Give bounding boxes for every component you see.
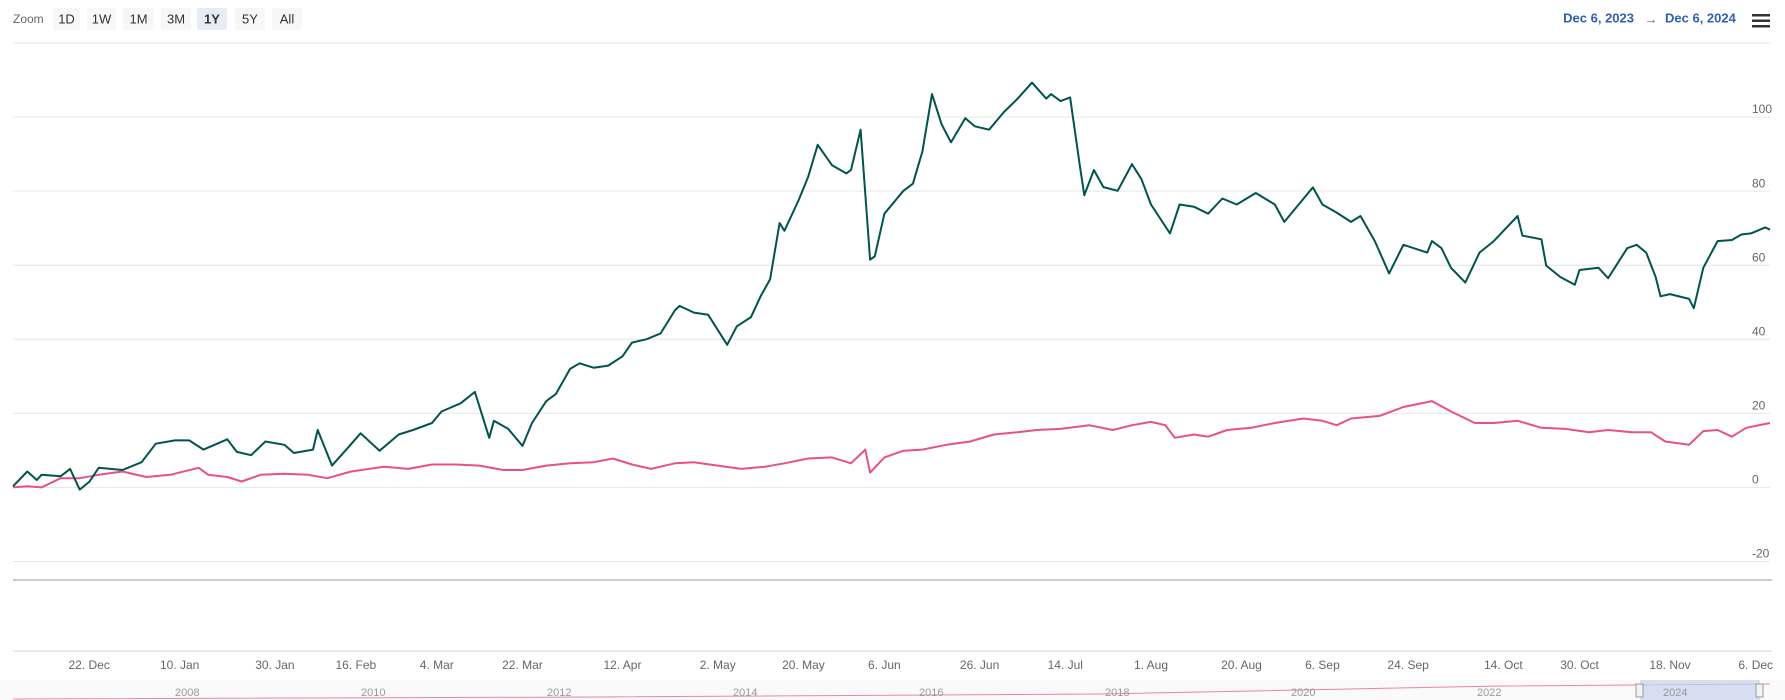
x-tick-label: 10. Jan: [160, 658, 199, 672]
zoom-button-label: 5Y: [242, 11, 258, 26]
y-tick-label: 20: [1752, 399, 1766, 413]
x-tick-label: 30. Jan: [255, 658, 294, 672]
navigator-label: 2016: [919, 687, 943, 699]
x-tick-label: 26. Jun: [960, 658, 999, 672]
x-tick-label: 16. Feb: [335, 658, 376, 672]
zoom-button[interactable]: All: [272, 8, 302, 30]
navigator-label: 2024: [1663, 687, 1687, 699]
zoom-button[interactable]: 3M: [161, 8, 191, 30]
navigator-label: 2022: [1477, 687, 1501, 699]
range-separator: →: [1645, 11, 1658, 26]
x-tick-label: 12. Apr: [603, 658, 641, 672]
navigator-handle[interactable]: [1635, 683, 1644, 698]
y-tick-label: 80: [1752, 176, 1766, 190]
zoom-button-label: 1W: [92, 11, 112, 26]
x-tick-label: 18. Nov: [1649, 658, 1690, 672]
zoom-button[interactable]: 1Y: [197, 8, 227, 30]
zoom-button[interactable]: 5Y: [235, 8, 265, 30]
y-tick-label: -20: [1752, 547, 1770, 561]
zoom-button-bg: [235, 8, 265, 30]
y-tick-label: 100: [1752, 102, 1772, 116]
x-tick-label: 30. Oct: [1560, 658, 1599, 672]
zoom-button-label: 1M: [129, 11, 147, 26]
x-tick-label: 4. Mar: [420, 658, 454, 672]
navigator-label: 2018: [1105, 687, 1129, 699]
menu-icon[interactable]: [1752, 14, 1770, 28]
zoom-button-bg: [161, 8, 191, 30]
x-tick-label: 14. Oct: [1484, 658, 1523, 672]
navigator-mask[interactable]: [1640, 680, 1760, 700]
zoom-button-label: 1D: [58, 11, 75, 26]
x-tick-label: 6. Dec: [1738, 658, 1773, 672]
zoom-button-bg: [272, 8, 302, 30]
navigator-label: 2012: [547, 687, 571, 699]
navigator-label: 2010: [361, 687, 385, 699]
range-from: Dec 6, 2023: [1563, 10, 1634, 25]
zoom-button-label: 1Y: [204, 11, 220, 26]
y-tick-label: 40: [1752, 324, 1766, 338]
y-tick-label: 0: [1752, 473, 1759, 487]
zoom-button-bg: [53, 8, 80, 30]
zoom-button-bg: [123, 8, 154, 30]
zoom-button[interactable]: 1D: [53, 8, 80, 30]
x-tick-label: 20. May: [782, 658, 825, 672]
zoom-button-label: 3M: [167, 11, 185, 26]
x-tick-label: 2. May: [700, 658, 736, 672]
navigator-label: 2014: [733, 687, 757, 699]
navigator: [0, 680, 1785, 700]
zoom-button-bg: [87, 8, 116, 30]
navigator-label: 2008: [175, 687, 199, 699]
x-tick-label: 20. Aug: [1221, 658, 1262, 672]
zoom-label: Zoom: [13, 12, 44, 26]
x-tick-label: 24. Sep: [1387, 658, 1429, 672]
zoom-button-label: All: [280, 11, 295, 26]
x-tick-label: 22. Mar: [502, 658, 543, 672]
range-to: Dec 6, 2024: [1665, 10, 1737, 25]
y-tick-label: 60: [1752, 250, 1766, 264]
series-line: [12, 400, 1771, 489]
x-tick-label: 22. Dec: [69, 658, 110, 672]
x-tick-label: 1. Aug: [1134, 658, 1168, 672]
navigator-label: 2020: [1291, 687, 1315, 699]
navigator-handle[interactable]: [1755, 683, 1764, 698]
zoom-button[interactable]: 1M: [123, 8, 154, 30]
series-line: [12, 81, 1771, 491]
zoom-button[interactable]: 1W: [87, 8, 116, 30]
zoom-button-bg: [197, 8, 227, 30]
x-tick-label: 6. Sep: [1305, 658, 1340, 672]
x-tick-label: 14. Jul: [1048, 658, 1083, 672]
x-tick-label: 6. Jun: [868, 658, 901, 672]
